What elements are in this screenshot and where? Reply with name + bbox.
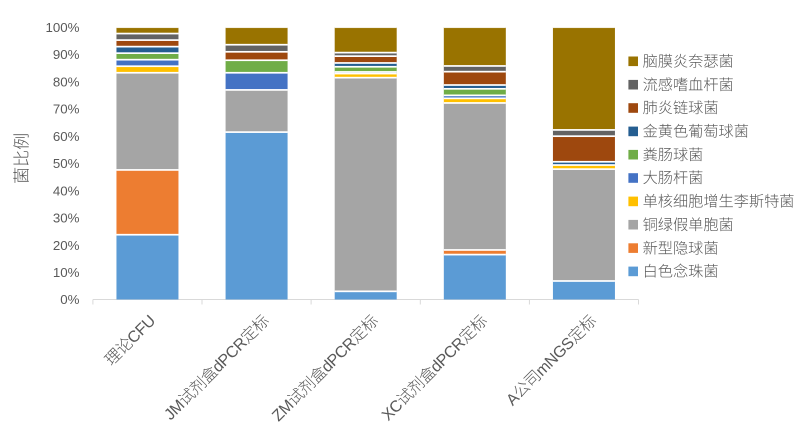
svg-text:流感嗜血杆菌: 流感嗜血杆菌	[643, 77, 734, 94]
svg-text:70%: 70%	[53, 102, 80, 117]
svg-text:JM试剂盒dPCR定标: JM试剂盒dPCR定标	[161, 312, 273, 424]
svg-text:白色念珠菌: 白色念珠菌	[643, 264, 719, 281]
svg-text:30%: 30%	[53, 211, 80, 226]
svg-text:10%: 10%	[53, 265, 80, 280]
svg-text:菌比例: 菌比例	[12, 133, 31, 184]
svg-text:大肠杆菌: 大肠杆菌	[643, 170, 704, 187]
svg-text:单核细胞增生李斯特菌: 单核细胞增生李斯特菌	[643, 194, 795, 211]
svg-text:0%: 0%	[60, 292, 79, 307]
svg-text:理论CFU: 理论CFU	[102, 312, 159, 369]
svg-text:ZM试剂盒dPCR定标: ZM试剂盒dPCR定标	[269, 312, 382, 425]
svg-text:肺炎链球菌: 肺炎链球菌	[643, 100, 719, 117]
svg-text:100%: 100%	[45, 20, 79, 35]
svg-text:50%: 50%	[53, 156, 80, 171]
svg-text:60%: 60%	[53, 129, 80, 144]
svg-text:20%: 20%	[53, 238, 80, 253]
svg-text:脑膜炎奈瑟菌: 脑膜炎奈瑟菌	[643, 54, 734, 71]
svg-text:40%: 40%	[53, 183, 80, 198]
svg-text:粪肠球菌: 粪肠球菌	[643, 147, 704, 164]
svg-text:铜绿假单胞菌: 铜绿假单胞菌	[643, 217, 734, 234]
svg-text:金黄色葡萄球菌: 金黄色葡萄球菌	[643, 124, 749, 141]
svg-text:A公司mNGS定标: A公司mNGS定标	[503, 312, 600, 409]
svg-text:90%: 90%	[53, 47, 80, 62]
svg-text:XC试剂盒dPCR定标: XC试剂盒dPCR定标	[378, 312, 491, 425]
svg-text:新型隐球菌: 新型隐球菌	[643, 240, 719, 257]
svg-text:80%: 80%	[53, 74, 80, 89]
